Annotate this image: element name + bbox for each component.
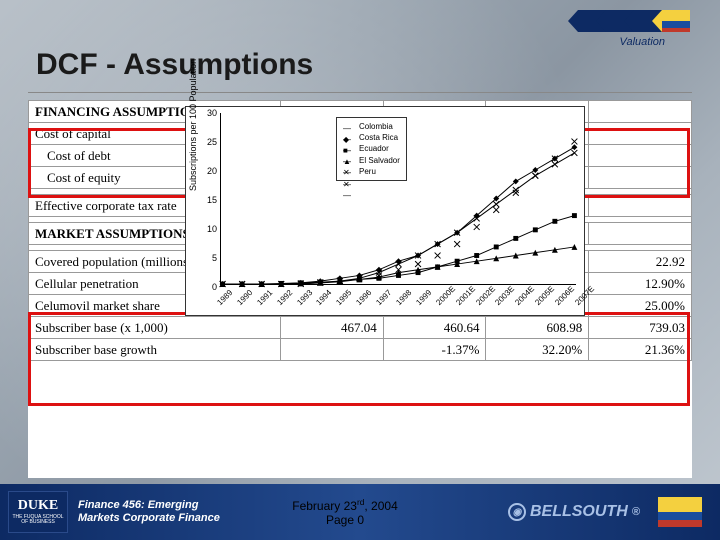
legend-item: —◆—Colombia (343, 121, 400, 132)
section-tag: Valuation (620, 36, 665, 48)
date-line: February 23rd, 2004 (292, 497, 398, 513)
flag-chevron-icon (662, 10, 690, 32)
page-number: Page 0 (326, 513, 364, 527)
title-rule (28, 92, 692, 93)
row-label: Subscriber base (x 1,000) (29, 317, 281, 339)
duke-wordmark: DUKE (18, 499, 58, 513)
colombia-flag-icon (658, 497, 702, 527)
slide: Valuation DCF - Assumptions FINANCING AS… (0, 0, 720, 540)
footer: DUKE THE FUQUA SCHOOL OF BUSINESS Financ… (0, 484, 720, 540)
duke-sub: THE FUQUA SCHOOL OF BUSINESS (9, 515, 67, 525)
row-label: Subscriber base growth (29, 339, 281, 361)
page-title: DCF - Assumptions (36, 48, 313, 82)
legend-item: —✕—Peru (343, 166, 400, 177)
bell-icon: ◉ (508, 503, 526, 521)
duke-logo: DUKE THE FUQUA SCHOOL OF BUSINESS (8, 491, 68, 533)
bellsouth-logo: ◉ BELLSOUTH® (508, 503, 640, 521)
legend-item: —■—Costa Rica (343, 132, 400, 143)
chart-legend: —◆—Colombia—■—Costa Rica—▲—Ecuador—✕—El … (336, 117, 407, 181)
legend-item: —✕—El Salvador (343, 155, 400, 166)
date-block: February 23rd, 2004 Page 0 (245, 484, 445, 540)
table-row: Subscriber base (x 1,000)467.04460.64608… (29, 317, 692, 339)
header-chevrons (578, 10, 690, 32)
legend-item: —▲—Ecuador (343, 143, 400, 154)
course-label: Finance 456: Emerging Markets Corporate … (78, 499, 233, 525)
brand-text: BELLSOUTH (530, 503, 628, 521)
table-row: Subscriber base growth-1.37%32.20%21.36% (29, 339, 692, 361)
penetration-chart: Subscriptions per 100 Population 0510152… (185, 106, 585, 316)
